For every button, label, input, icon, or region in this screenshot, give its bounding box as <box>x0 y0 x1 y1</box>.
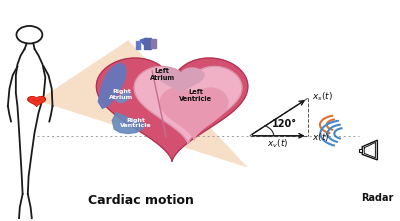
Polygon shape <box>96 58 248 161</box>
Text: Cardiac motion: Cardiac motion <box>88 194 194 207</box>
Text: $x_s(t)$: $x_s(t)$ <box>312 90 333 103</box>
Polygon shape <box>29 97 44 105</box>
Polygon shape <box>37 40 248 168</box>
Text: $x(t)$: $x(t)$ <box>312 131 330 143</box>
Polygon shape <box>158 68 204 94</box>
Text: Left
Atrium: Left Atrium <box>150 68 175 81</box>
Polygon shape <box>98 63 126 108</box>
Polygon shape <box>360 149 362 152</box>
Polygon shape <box>160 88 228 140</box>
Polygon shape <box>151 39 156 48</box>
Polygon shape <box>134 67 242 144</box>
Polygon shape <box>140 38 151 45</box>
Polygon shape <box>136 41 140 50</box>
Text: $x_v(t)$: $x_v(t)$ <box>267 137 288 150</box>
Polygon shape <box>112 113 144 133</box>
Text: Radar: Radar <box>361 193 394 203</box>
Polygon shape <box>144 38 150 49</box>
Text: Right
Atrium: Right Atrium <box>109 89 134 100</box>
Text: Left
Ventricle: Left Ventricle <box>180 89 212 102</box>
Text: 120°: 120° <box>272 119 297 129</box>
Text: Right
Ventricle: Right Ventricle <box>120 118 152 128</box>
Polygon shape <box>362 140 377 160</box>
Polygon shape <box>116 91 130 103</box>
Polygon shape <box>28 97 45 106</box>
